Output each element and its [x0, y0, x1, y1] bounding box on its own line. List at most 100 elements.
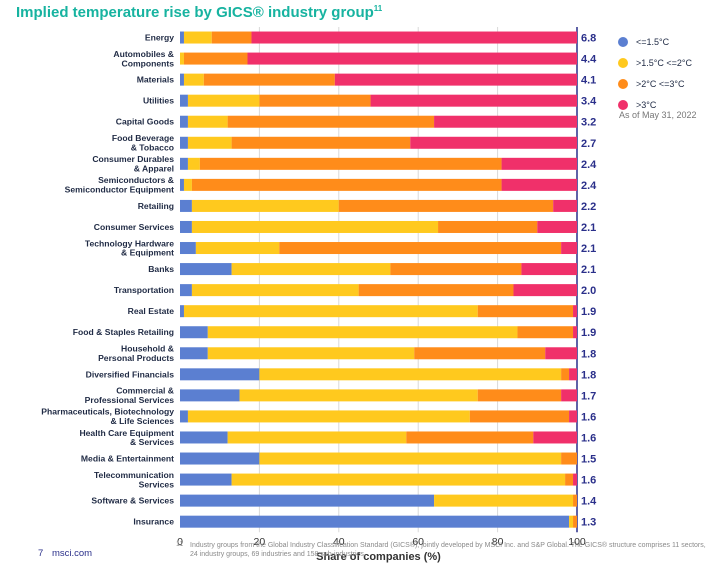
bar-segment [187, 94, 260, 107]
legend-swatch [618, 99, 628, 110]
bar-segment [183, 305, 478, 318]
bar-segment [231, 136, 411, 149]
legend-swatch [618, 78, 628, 89]
bar-segment [187, 115, 228, 128]
bar-segment [231, 473, 566, 486]
bar-segment [573, 494, 577, 507]
legend-item: >1.5°C <=2°C [618, 53, 692, 72]
bar-segment [259, 94, 371, 107]
bar-segment [180, 326, 208, 339]
bar-segment [191, 178, 502, 191]
bar-segment [195, 242, 280, 255]
bar-segment [477, 389, 562, 402]
bar-segment [565, 473, 574, 486]
bar-segment [358, 284, 514, 297]
bar-segment [180, 452, 260, 465]
bar-segment [573, 326, 577, 339]
bar-segment [573, 473, 577, 486]
legend-label: >3°C [636, 99, 657, 110]
bar-segment [203, 73, 335, 86]
category-label: Pharmaceuticals, Biotechnology [41, 407, 174, 417]
legend-label: <=1.5°C [636, 36, 670, 47]
category-label: & Apparel [134, 164, 174, 174]
category-label: & Equipment [121, 248, 174, 258]
bar-segment [517, 326, 574, 339]
value-label: 2.1 [581, 222, 596, 234]
bar-segment [180, 199, 192, 212]
bar-segment [187, 157, 200, 170]
category-label: Consumer Services [94, 222, 174, 232]
bar-segment [537, 220, 577, 233]
value-label: 3.4 [581, 96, 597, 108]
footnote: Industry groups from the Global Industry… [190, 542, 706, 558]
bar-segment [183, 73, 204, 86]
bar-segment [533, 431, 577, 444]
bar-segment [180, 515, 570, 528]
bar-segment [469, 410, 570, 423]
bar-segment [521, 263, 577, 276]
category-label: Health Care Equipment [79, 428, 174, 438]
value-label: 3.2 [581, 117, 596, 129]
category-label: Materials [137, 75, 174, 85]
x-tick-label: 40 [333, 536, 345, 548]
value-label: 1.5 [581, 454, 596, 466]
legend-label: >1.5°C <=2°C [636, 57, 692, 68]
category-label: Retailing [138, 201, 174, 211]
category-label: Automobiles & [113, 49, 174, 59]
value-label: 2.0 [581, 285, 596, 297]
value-label: 1.8 [581, 369, 596, 381]
bar-segment [180, 284, 192, 297]
bar-segment [227, 115, 435, 128]
bar-segment [180, 115, 188, 128]
bar-segment [180, 178, 184, 191]
bar-segment [434, 494, 574, 507]
bar-segment [180, 73, 184, 86]
bar-segment [569, 410, 577, 423]
category-label: Food & Staples Retailing [73, 327, 174, 337]
bar-segment [211, 31, 252, 44]
value-label: 4.4 [581, 54, 597, 66]
bar-segment [390, 263, 522, 276]
x-tick-label: 60 [412, 536, 424, 548]
category-label: & Services [130, 437, 174, 447]
bar-segment [207, 347, 415, 360]
bar-segment [187, 410, 470, 423]
value-labels: 6.8 4.4 4.1 3.4 3.2 2.7 2.4 2.4 2.2 2.1 2.1 2.1 2.0 1… [581, 33, 597, 529]
value-label: 2.1 [581, 264, 596, 276]
value-label: 1.6 [581, 411, 596, 423]
page-number: 7 [38, 548, 44, 559]
category-label: Media & Entertainment [81, 454, 174, 464]
bar-segment [180, 94, 188, 107]
value-label: 1.6 [581, 475, 596, 487]
category-label: Professional Services [85, 395, 175, 405]
bar-segment [191, 284, 359, 297]
bar-segment [199, 157, 502, 170]
bar-segment [259, 452, 562, 465]
bar-segment [183, 52, 248, 65]
category-label: Diversified Financials [86, 369, 175, 379]
category-label: & Tobacco [131, 142, 174, 152]
bar-segment [434, 115, 577, 128]
value-label: 2.4 [581, 159, 597, 171]
category-label: Transportation [114, 285, 174, 295]
x-axis-ticks: 0 20 40 60 80 100 [177, 536, 586, 548]
bar-segment [561, 368, 570, 381]
bar-segment [187, 136, 232, 149]
bar-segment [414, 347, 546, 360]
category-label: Software & Services [91, 496, 174, 506]
legend: <=1.5°C >1.5°C <=2°C >2°C <=3°C >3°C [618, 32, 692, 116]
bar-segment [251, 31, 577, 44]
category-label: Insurance [133, 517, 174, 527]
bar-segment [370, 94, 577, 107]
category-label: Telecommunication [94, 470, 174, 480]
bar-segment [239, 389, 478, 402]
value-label: 1.8 [581, 348, 596, 360]
bar-segment [338, 199, 554, 212]
bars [180, 31, 578, 528]
value-label: 1.3 [581, 517, 596, 529]
as-of-date: As of May 31, 2022 [619, 110, 697, 120]
site-link[interactable]: msci.com [51, 548, 93, 559]
legend-item: >2°C <=3°C [618, 74, 692, 93]
footnote-number: 11 [176, 541, 184, 548]
bar-segment [279, 242, 562, 255]
